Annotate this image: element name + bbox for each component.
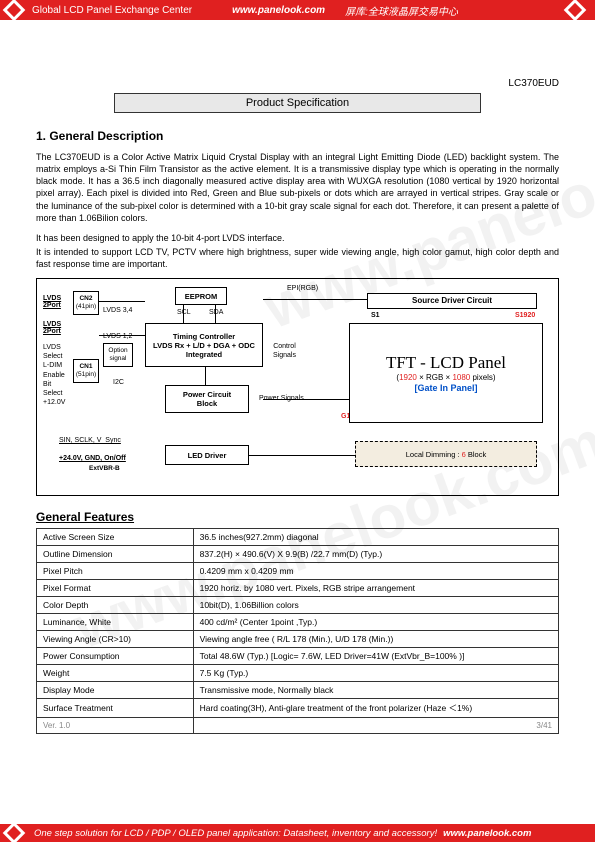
spec-title: Product Specification: [114, 93, 480, 113]
paragraph: It has been designed to apply the 10-bit…: [36, 232, 559, 244]
led-driver-box: LED Driver: [165, 445, 249, 465]
tft-panel-box: TFT - LCD Panel (1920 × RGB × 1080 pixel…: [349, 323, 543, 423]
table-cell: 36.5 inches(927.2mm) diagonal: [193, 529, 558, 546]
power-block-box: Power Circuit Block: [165, 385, 249, 413]
table-cell: Viewing Angle (CR>10): [37, 631, 194, 648]
table-cell: 0.4209 mm x 0.4209 mm: [193, 563, 558, 580]
table-row: Luminance, White400 cd/m² (Center 1point…: [37, 614, 559, 631]
option-box: Option signal: [103, 343, 133, 367]
page-no-cell: 3/41: [193, 718, 558, 734]
table-cell: Pixel Pitch: [37, 563, 194, 580]
header-title: Global LCD Panel Exchange Center: [32, 5, 192, 16]
footer-bar: One step solution for LCD / PDP / OLED p…: [0, 824, 595, 842]
eeprom-box: EEPROM: [175, 287, 227, 305]
block-diagram: LVDS 2Port LVDS 2Port LVDS Select L-DIM …: [36, 278, 559, 496]
header-cn: 屏库:全球液晶屏交易中心: [345, 3, 458, 18]
table-cell: Power Consumption: [37, 648, 194, 665]
tft-res: (1920 × RGB × 1080 pixels): [350, 373, 542, 383]
source-driver-box: Source Driver Circuit: [367, 293, 537, 309]
table-cell: 7.5 Kg (Typ.): [193, 665, 558, 682]
table-row: Viewing Angle (CR>10)Viewing angle free …: [37, 631, 559, 648]
table-cell: Transmissive mode, Normally black: [193, 682, 558, 699]
table-row: Active Screen Size36.5 inches(927.2mm) d…: [37, 529, 559, 546]
table-row: Pixel Format1920 horiz. by 1080 vert. Pi…: [37, 580, 559, 597]
table-row: Pixel Pitch0.4209 mm x 0.4209 mm: [37, 563, 559, 580]
lvds-label: LVDS 2Port: [43, 295, 61, 309]
table-cell: Pixel Format: [37, 580, 194, 597]
table-cell: Viewing angle free ( R/L 178 (Min.), U/D…: [193, 631, 558, 648]
side-labels: LVDS Select L-DIM Enable Bit Select +12.…: [43, 343, 65, 407]
table-row: Color Depth10bit(D), 1.06Billion colors: [37, 597, 559, 614]
table-row: Outline Dimension837.2(H) × 490.6(V) X 9…: [37, 546, 559, 563]
features-heading: General Features: [36, 510, 559, 524]
table-row: Weight7.5 Kg (Typ.): [37, 665, 559, 682]
table-cell: Hard coating(3H), Anti-glare treatment o…: [193, 699, 558, 718]
table-cell: 837.2(H) × 490.6(V) X 9.9(B) /22.7 mm(D)…: [193, 546, 558, 563]
s1-label: S1: [371, 312, 380, 319]
table-cell: Surface Treatment: [37, 699, 194, 718]
table-row: Power ConsumptionTotal 48.6W (Typ.) [Log…: [37, 648, 559, 665]
ctrl-label: Control Signals: [273, 343, 296, 360]
local-dimming-box: Local Dimming : 6 Block: [355, 441, 537, 467]
section-heading: 1. General Description: [36, 129, 559, 143]
header-bar: Global LCD Panel Exchange Center www.pan…: [0, 0, 595, 20]
table-cell: 1920 horiz. by 1080 vert. Pixels, RGB st…: [193, 580, 558, 597]
version-row: Ver. 1.0 3/41: [37, 718, 559, 734]
tft-gate: [Gate In Panel]: [350, 383, 542, 394]
version-cell: Ver. 1.0: [37, 718, 194, 734]
paragraph: The LC370EUD is a Color Active Matrix Li…: [36, 151, 559, 224]
lvds-label: LVDS 2Port: [43, 321, 61, 335]
table-row: Surface TreatmentHard coating(3H), Anti-…: [37, 699, 559, 718]
table-cell: Outline Dimension: [37, 546, 194, 563]
product-id: LC370EUD: [36, 78, 559, 89]
diamond-icon: [3, 822, 26, 844]
cn2-box: CN2(41pin): [73, 291, 99, 315]
table-cell: Active Screen Size: [37, 529, 194, 546]
extv-label: ExtVBR-B: [89, 465, 120, 472]
header-url: www.panelook.com: [232, 5, 325, 16]
tft-title: TFT - LCD Panel: [350, 353, 542, 373]
sda-label: SDA: [209, 309, 223, 316]
features-table: Active Screen Size36.5 inches(927.2mm) d…: [36, 528, 559, 734]
epi-label: EPI(RGB): [287, 285, 318, 292]
table-cell: Weight: [37, 665, 194, 682]
table-cell: Color Depth: [37, 597, 194, 614]
sin-label: SIN, SCLK, V_Sync: [59, 437, 121, 444]
cn1-box: CN1(51pin): [73, 359, 99, 383]
s1920-label: S1920: [515, 312, 535, 319]
diamond-icon: [564, 0, 587, 21]
timing-controller-box: Timing Controller LVDS Rx + L/D + DGA + …: [145, 323, 263, 367]
footer-text: One step solution for LCD / PDP / OLED p…: [34, 828, 437, 839]
table-cell: 400 cd/m² (Center 1point ,Typ.): [193, 614, 558, 631]
table-row: Display ModeTransmissive mode, Normally …: [37, 682, 559, 699]
lvds34-label: LVDS 3,4: [103, 307, 132, 314]
page-content: LC370EUD Product Specification 1. Genera…: [0, 20, 595, 758]
table-cell: Total 48.6W (Typ.) [Logic= 7.6W, LED Dri…: [193, 648, 558, 665]
paragraph: It is intended to support LCD TV, PCTV w…: [36, 246, 559, 270]
footer-url: www.panelook.com: [443, 828, 531, 839]
diamond-icon: [3, 0, 26, 21]
i2c-label: I2C: [113, 379, 124, 386]
table-cell: Luminance, White: [37, 614, 194, 631]
table-cell: Display Mode: [37, 682, 194, 699]
v24-label: +24.0V, GND, On/Off: [59, 455, 126, 462]
table-cell: 10bit(D), 1.06Billion colors: [193, 597, 558, 614]
